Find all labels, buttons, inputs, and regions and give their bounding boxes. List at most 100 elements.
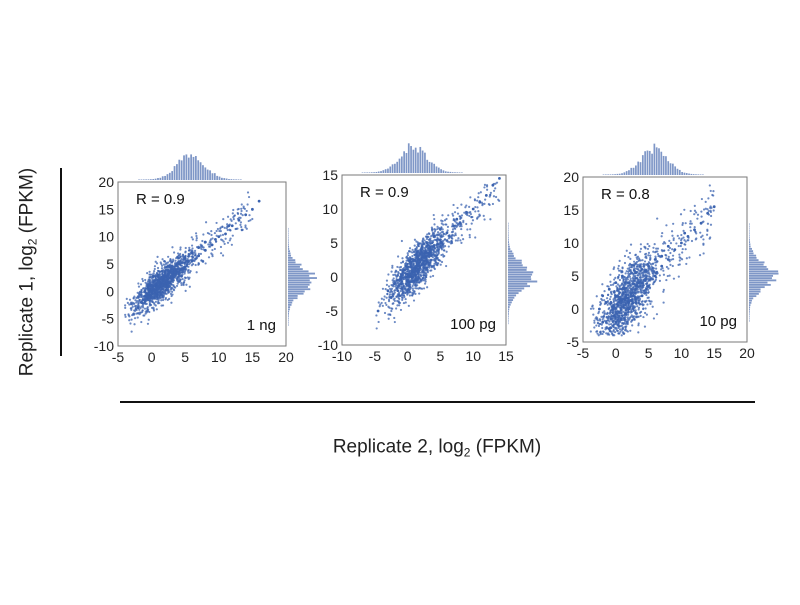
- scatter-point: [610, 322, 613, 326]
- scatter-point: [466, 228, 469, 231]
- histogram-bar: [749, 243, 751, 246]
- scatter-point: [440, 226, 443, 229]
- scatter-point: [138, 299, 141, 302]
- scatter-point: [137, 295, 140, 298]
- scatter-point: [702, 208, 706, 211]
- histogram-bar: [749, 261, 765, 264]
- scatter-point: [641, 300, 644, 303]
- scatter-point: [172, 251, 176, 254]
- scatter-point: [183, 270, 187, 273]
- scatter-point: [616, 318, 619, 322]
- scatter-point: [144, 310, 147, 313]
- scatter-point: [203, 240, 207, 244]
- histogram-bar: [152, 179, 155, 180]
- scatter-point: [202, 259, 205, 263]
- scatter-point: [157, 278, 160, 282]
- scatter-point: [445, 231, 449, 235]
- histogram-bar: [508, 238, 509, 241]
- histogram-bar: [749, 254, 757, 257]
- scatter-point: [436, 240, 439, 243]
- scatter-point: [434, 259, 437, 262]
- scatter-point: [424, 262, 427, 265]
- scatter-point: [652, 281, 655, 284]
- histogram-bar: [508, 266, 528, 269]
- histogram-bar: [749, 286, 765, 289]
- histogram-bar: [749, 281, 768, 284]
- scatter-point: [416, 272, 419, 275]
- scatter-point: [411, 248, 414, 251]
- scatter-point: [437, 250, 440, 253]
- histogram-bar: [400, 156, 403, 173]
- scatter-point: [128, 298, 132, 301]
- histogram-bar: [749, 297, 754, 300]
- scatter-point: [667, 249, 670, 252]
- scatter-point: [180, 264, 184, 267]
- scatter-point: [707, 197, 710, 200]
- histogram-bar: [749, 279, 777, 282]
- scatter-point: [160, 284, 164, 288]
- scatter-point: [429, 269, 432, 272]
- scatter-point: [460, 241, 463, 244]
- scatter-point: [189, 261, 192, 264]
- scatter-point: [183, 262, 186, 265]
- scatter-point: [406, 290, 409, 293]
- scatter-point: [658, 274, 661, 277]
- scatter-point: [646, 291, 650, 295]
- scatter-point: [151, 300, 154, 304]
- histogram-bar: [508, 252, 514, 255]
- scatter-point: [182, 255, 185, 258]
- scatter-point: [693, 228, 696, 232]
- scatter-point: [676, 234, 679, 237]
- scatter-point: [176, 268, 179, 271]
- x-tick-label: 0: [612, 345, 620, 361]
- scatter-point: [631, 324, 634, 327]
- scatter-point: [207, 256, 211, 259]
- scatter-point: [409, 259, 412, 263]
- scatter-point: [450, 239, 453, 243]
- scatter-point: [446, 225, 450, 228]
- histogram-bar: [461, 172, 463, 173]
- scatter-point: [678, 259, 681, 262]
- scatter-point: [151, 281, 154, 284]
- scatter-point: [662, 290, 665, 293]
- scatter-point: [642, 315, 645, 319]
- scatter-point: [673, 248, 677, 252]
- scatter-point: [199, 252, 203, 255]
- scatter-point: [599, 330, 602, 333]
- histogram-bar: [614, 174, 616, 175]
- scatter-point: [154, 300, 157, 303]
- scatter-point: [445, 250, 448, 253]
- scatter-point: [140, 305, 143, 308]
- scatter-point: [420, 274, 423, 277]
- histogram-bar: [454, 172, 456, 173]
- scatter-point: [414, 292, 417, 295]
- scatter-point: [602, 316, 605, 319]
- scatter-point: [151, 290, 154, 293]
- scatter-point: [187, 249, 191, 252]
- scatter-point: [171, 246, 174, 249]
- scatter-point: [603, 299, 606, 302]
- scatter-point: [601, 332, 604, 336]
- histogram-bar: [288, 252, 291, 255]
- scatter-point: [158, 292, 161, 295]
- scatter-point: [375, 327, 378, 330]
- histogram-bar: [749, 306, 751, 309]
- scatter-point: [634, 267, 638, 270]
- scatter-point: [637, 281, 641, 284]
- scatter-point: [392, 298, 395, 301]
- scatter-point: [435, 243, 438, 246]
- scatter-point: [629, 285, 632, 288]
- scatter-point: [399, 282, 403, 286]
- scatter-point: [630, 263, 633, 267]
- scatter-point: [197, 263, 200, 266]
- histogram-bar: [508, 229, 509, 232]
- scatter-point: [589, 307, 593, 310]
- scatter-point: [679, 244, 682, 248]
- scatter-point: [693, 209, 697, 212]
- scatter-point: [245, 209, 248, 213]
- histogram-bar: [749, 232, 750, 235]
- scatter-point: [157, 284, 160, 287]
- scatter-point: [391, 266, 394, 269]
- histogram-bar: [667, 161, 670, 175]
- scatter-point: [222, 217, 225, 221]
